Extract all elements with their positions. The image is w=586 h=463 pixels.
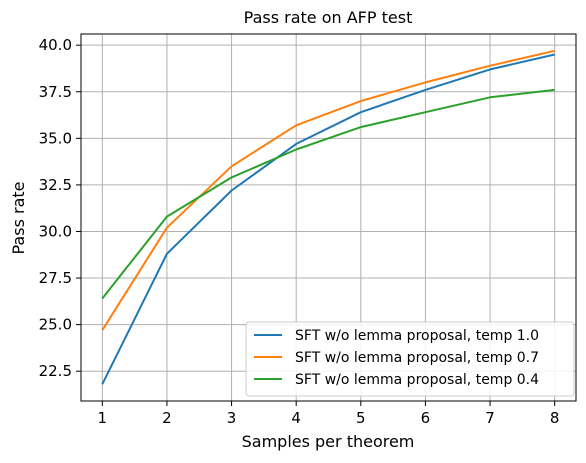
legend-label-0: SFT w/o lemma proposal, temp 1.0 [295, 328, 539, 344]
x-tick-label: 7 [485, 409, 495, 427]
legend-label-1: SFT w/o lemma proposal, temp 0.7 [295, 350, 539, 366]
series-lines [101, 49, 555, 385]
y-tick-label: 22.5 [39, 362, 72, 380]
x-tick-label: 1 [98, 409, 108, 427]
y-axis-title: Pass rate [9, 182, 28, 255]
y-axis-ticks: 22.5 25.0 27.5 30.0 32.5 35.0 37.5 40.0 [39, 36, 81, 380]
x-tick-label: 6 [421, 409, 431, 427]
y-tick-label: 25.0 [39, 316, 72, 334]
x-tick-label: 3 [227, 409, 237, 427]
y-tick-label: 37.5 [39, 83, 72, 101]
x-tick-label: 5 [356, 409, 366, 427]
chart-title: Pass rate on AFP test [244, 8, 413, 27]
x-axis-title: Samples per theorem [242, 432, 415, 451]
y-tick-label: 35.0 [39, 129, 72, 147]
series-line-2 [101, 88, 555, 300]
series-line-0 [101, 53, 555, 385]
legend-label-2: SFT w/o lemma proposal, temp 0.4 [295, 372, 539, 388]
y-tick-label: 40.0 [39, 36, 72, 54]
legend-box [245, 321, 575, 397]
x-tick-label: 8 [550, 409, 560, 427]
plot-area [80, 33, 577, 402]
y-tick-label: 30.0 [39, 222, 72, 240]
y-tick-label: 27.5 [39, 269, 72, 287]
legend: SFT w/o lemma proposal, temp 1.0 SFT w/o… [245, 321, 575, 397]
series-line-1 [101, 49, 555, 331]
y-tick-label: 32.5 [39, 176, 72, 194]
x-axis-ticks: 1 2 3 4 5 6 7 8 [98, 401, 560, 427]
x-tick-label: 4 [291, 409, 301, 427]
x-tick-label: 2 [162, 409, 172, 427]
